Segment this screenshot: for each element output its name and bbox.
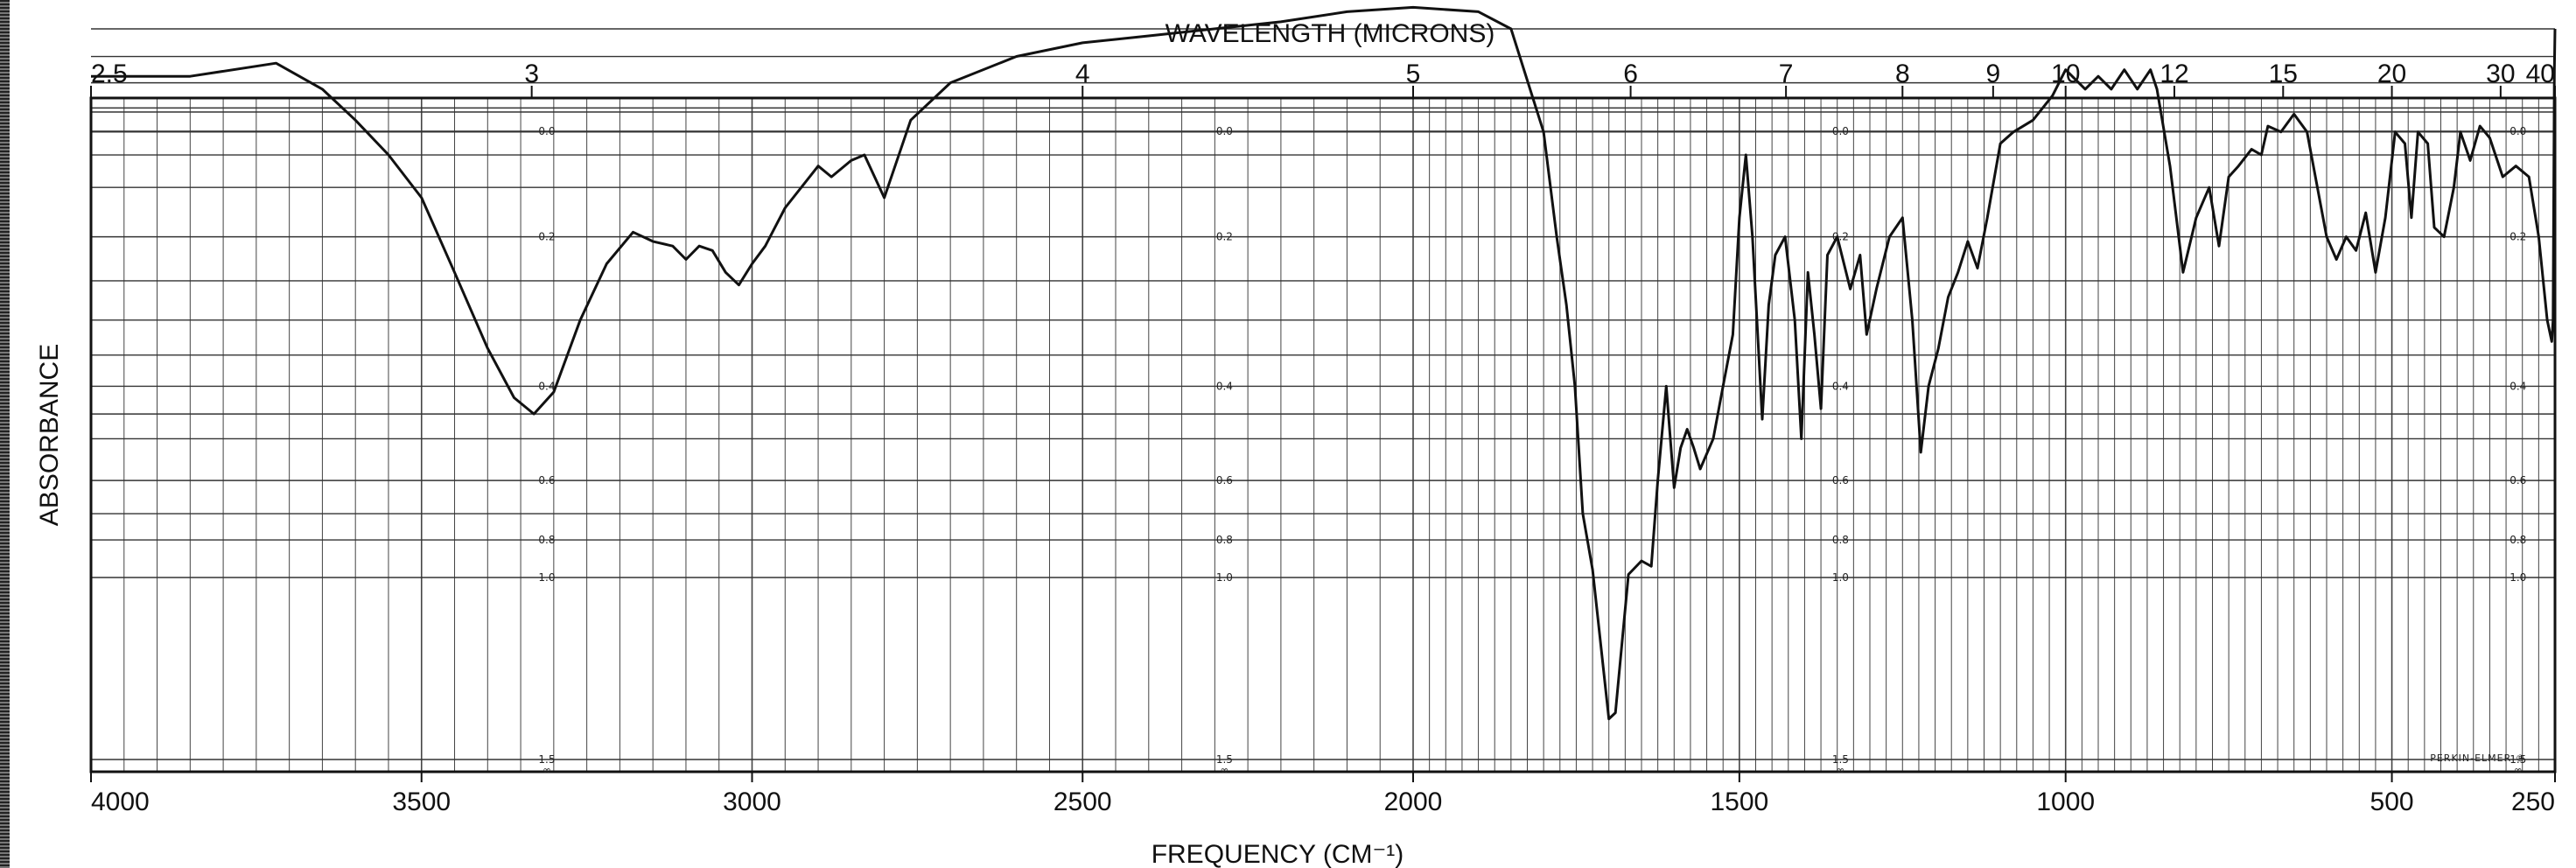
chart-title: WAVELENGTH (MICRONS) — [1166, 19, 1495, 48]
absorbance-scale-label: 0.8 — [1216, 534, 1233, 546]
top-axis-tick-label: 4 — [1075, 60, 1090, 88]
absorbance-scale-layer: 0.00.20.40.60.81.01.5∞0.00.20.40.60.81.0… — [538, 125, 2526, 776]
absorbance-scale-label: 1.0 — [1832, 571, 1849, 584]
absorbance-scale-label: 1.0 — [2510, 571, 2526, 584]
absorbance-scale-label: 0.4 — [538, 380, 555, 392]
absorbance-scale-label: 1.0 — [1216, 571, 1233, 584]
absorbance-scale-label: ∞ — [542, 764, 551, 776]
absorbance-scale-label: 0.6 — [1216, 474, 1233, 486]
absorbance-scale-label: 0.4 — [2510, 380, 2526, 392]
bottom-axis-tick-label: 1500 — [1710, 788, 1768, 816]
absorbance-scale-label: 0.2 — [1216, 231, 1233, 243]
absorbance-scale-label: 0.8 — [1832, 534, 1849, 546]
absorbance-scale-label: 0.6 — [2510, 474, 2526, 486]
absorbance-scale-label: 1.5 — [538, 753, 555, 766]
absorbance-scale-label: ∞ — [1220, 764, 1228, 776]
absorbance-scale-label: 0.0 — [1832, 125, 1849, 137]
spectrum-line — [91, 5, 2557, 721]
absorbance-scale-label: ∞ — [2514, 764, 2523, 776]
top-axis-tick-label: 2.5 — [91, 60, 128, 88]
absorbance-scale-label: 0.0 — [1216, 125, 1233, 137]
absorbance-scale-label: 0.6 — [538, 474, 555, 486]
absorbance-scale-label: 1.5 — [1832, 753, 1849, 766]
absorbance-scale-label: 0.8 — [538, 534, 555, 546]
bottom-axis-tick-label: 250 — [2511, 788, 2555, 816]
bottom-axis-tick-label: 2500 — [1054, 788, 1112, 816]
top-axis-tick-label: 7 — [1779, 60, 1794, 88]
absorbance-scale-label: 0.4 — [1216, 380, 1233, 392]
bottom-axis-tick-label: 500 — [2370, 788, 2414, 816]
brand-label: PERKIN-ELMER ® — [2430, 752, 2526, 764]
absorbance-scale-label: 0.2 — [538, 231, 555, 243]
absorbance-scale-label: 1.0 — [538, 571, 555, 584]
absorbance-scale-label: ∞ — [1836, 764, 1844, 776]
top-axis-tick-label: 3 — [524, 60, 539, 88]
top-axis-tick-label: 40 — [2526, 60, 2555, 88]
bottom-axis-tick-label: 3500 — [392, 788, 451, 816]
bottom-axis-tick-label: 3000 — [723, 788, 781, 816]
absorbance-scale-label: 0.0 — [538, 125, 555, 137]
top-axis-tick-label: 5 — [1406, 60, 1421, 88]
absorbance-scale-label: 1.5 — [2510, 753, 2526, 766]
top-axis-tick-label: 6 — [1623, 60, 1638, 88]
x-axis-label: FREQUENCY (CM⁻¹) — [1152, 840, 1404, 868]
scan-edge-strip — [0, 0, 10, 868]
absorbance-scale-label: 0.6 — [1832, 474, 1849, 486]
absorbance-scale-label: 0.0 — [2510, 125, 2526, 137]
top-axis-tick-label: 10 — [2051, 60, 2080, 88]
top-axis-tick-label: 15 — [2269, 60, 2298, 88]
y-axis-label: ABSORBANCE — [35, 344, 64, 526]
bottom-axis-tick-label: 1000 — [2036, 788, 2095, 816]
bottom-axis-tick-label: 2000 — [1384, 788, 1443, 816]
top-axis-tick-label: 30 — [2486, 60, 2515, 88]
grid-layer — [90, 28, 2556, 772]
absorbance-scale-label: 0.4 — [1832, 380, 1849, 392]
top-axis-tick-label: 20 — [2377, 60, 2406, 88]
top-axis-tick-label: 12 — [2160, 60, 2188, 88]
absorbance-scale-label: 1.5 — [1216, 753, 1233, 766]
tick-layer: 2.5 3 4 5 6 7 8 9 10 12 15 20 30 40 4000 3500 3000 2500 20… — [90, 60, 2556, 816]
bottom-axis-tick-label: 4000 — [91, 788, 150, 816]
top-axis-tick-label: 9 — [1986, 60, 2001, 88]
absorbance-scale-label: 0.2 — [2510, 231, 2526, 243]
absorbance-scale-label: 0.8 — [2510, 534, 2526, 546]
top-axis-tick-label: 8 — [1895, 60, 1910, 88]
plot-frame — [89, 96, 2557, 774]
